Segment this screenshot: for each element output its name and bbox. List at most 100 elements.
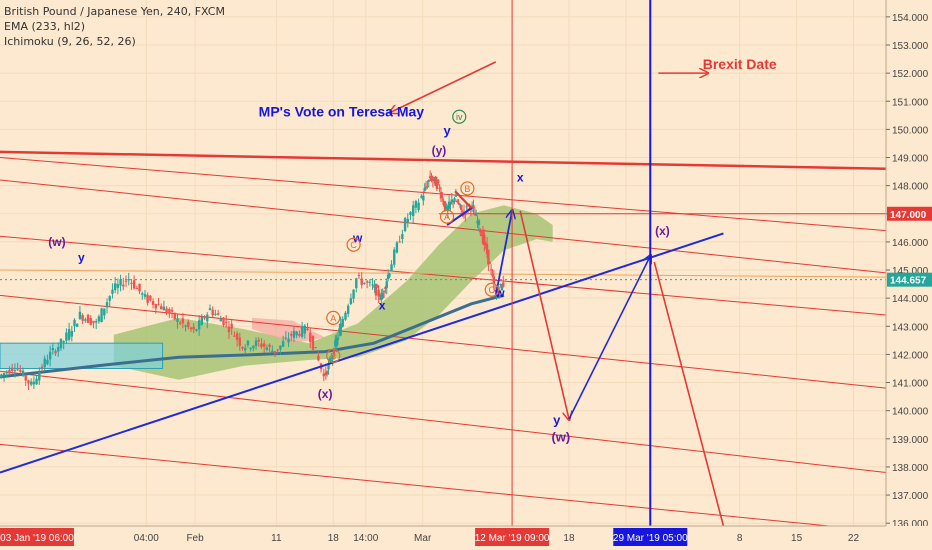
candle-body	[306, 328, 309, 331]
candle-body	[203, 316, 206, 319]
candle-body	[384, 287, 387, 289]
time-tick-label-5: Mar	[414, 533, 432, 544]
wave-label-7: (y)	[432, 144, 447, 158]
circle-wave-label-2: A	[439, 209, 455, 224]
wave-label-1: Brexit Date	[703, 56, 777, 72]
time-tick-label-1: Feb	[186, 533, 204, 544]
candle-body	[417, 202, 420, 211]
candle-body	[314, 347, 317, 349]
candle-body	[335, 338, 338, 347]
candle-body	[427, 180, 430, 182]
time-tick-label-2: 11	[271, 533, 282, 544]
candle-body	[51, 348, 55, 351]
candle-body	[206, 314, 209, 322]
candle-body	[208, 308, 212, 311]
candle-body	[464, 213, 467, 216]
circle-wave-label-3: C	[484, 282, 499, 297]
price-tick-label-6: 148.000	[892, 182, 929, 193]
candle-body	[330, 360, 333, 362]
candle-body	[322, 373, 325, 377]
candle-body	[403, 218, 407, 231]
candle-body	[197, 320, 201, 330]
time-badge-bg	[613, 528, 688, 546]
candle-body	[8, 369, 11, 374]
candle-body	[470, 205, 474, 207]
candle-body	[59, 338, 63, 349]
candle-body	[360, 278, 363, 285]
candle-body	[19, 369, 22, 372]
ema-indicator-label[interactable]: EMA (233, hl2)	[4, 20, 86, 33]
candle-body	[376, 285, 379, 288]
candle-body	[476, 220, 479, 224]
candle-body	[458, 203, 462, 205]
candle-body	[386, 274, 390, 279]
wave-label-0: MP's Vote on Teresa May	[259, 104, 425, 120]
candle-body	[414, 201, 418, 208]
candle-body	[70, 331, 74, 337]
price-tick-label-18: 136.000	[892, 519, 929, 530]
candle-body	[317, 355, 320, 361]
candle-body	[332, 349, 336, 355]
projection-leg-final	[653, 261, 725, 527]
channel-line-5	[0, 370, 887, 474]
candle-body	[406, 218, 409, 223]
time-badge-1: 12 Mar '19 09:00	[475, 528, 550, 546]
candle-body	[13, 370, 17, 372]
candle-body	[124, 280, 128, 282]
candle-body	[355, 278, 358, 289]
candle-body	[290, 333, 293, 336]
candle-body	[268, 344, 271, 347]
candle-body	[382, 291, 386, 293]
price-badge-1: 144.657	[887, 272, 932, 287]
price-badge-0: 147.000	[887, 206, 932, 221]
candle-body	[219, 318, 223, 322]
candle-body	[491, 274, 494, 276]
candle-body	[341, 318, 344, 327]
ichimoku-cloud	[113, 205, 553, 380]
candle-body	[130, 282, 133, 284]
ichimoku-indicator-label[interactable]: Ichimoku (9, 26, 52, 26)	[4, 35, 136, 48]
circle-outline	[326, 310, 341, 325]
candle-body	[460, 204, 463, 210]
candle-body	[502, 282, 505, 287]
price-badge-bg	[887, 206, 932, 221]
candle-body	[84, 319, 87, 321]
candle-body	[339, 323, 342, 336]
candle-body	[103, 308, 106, 316]
candle-body	[151, 301, 155, 305]
candle-body	[324, 372, 328, 376]
candle-body	[311, 335, 315, 350]
candle-body	[216, 313, 220, 315]
candle-body	[173, 312, 176, 320]
candle-body	[284, 337, 288, 339]
candle-body	[303, 325, 307, 334]
candle-body	[426, 186, 429, 188]
candle-body	[487, 249, 490, 265]
candle-body	[474, 214, 478, 216]
candle-body	[222, 317, 225, 326]
time-tick-label-9: 15	[791, 533, 803, 544]
candle-body	[398, 241, 401, 243]
candle-body	[162, 306, 166, 311]
candle-body	[338, 328, 341, 333]
candle-body	[89, 318, 92, 325]
time-tick-label-8: 8	[737, 533, 743, 544]
candle-body	[111, 289, 114, 294]
candle-body	[271, 350, 274, 353]
consolidation-box	[0, 342, 164, 369]
time-tick-label-0: 04:00	[134, 533, 159, 544]
candle-body	[292, 330, 296, 338]
candle-body	[442, 200, 445, 206]
candle-body	[233, 335, 236, 337]
time-badge-bg	[475, 528, 550, 546]
candle-body	[409, 211, 412, 216]
candle-body	[279, 345, 282, 350]
candle-body	[309, 332, 312, 342]
candle-body	[443, 201, 447, 211]
wave-label-6: x	[379, 298, 386, 312]
price-tick-label-3: 151.000	[892, 97, 929, 108]
candle-body	[334, 340, 337, 347]
time-badge-bg	[0, 528, 74, 546]
candle-body	[244, 347, 247, 351]
